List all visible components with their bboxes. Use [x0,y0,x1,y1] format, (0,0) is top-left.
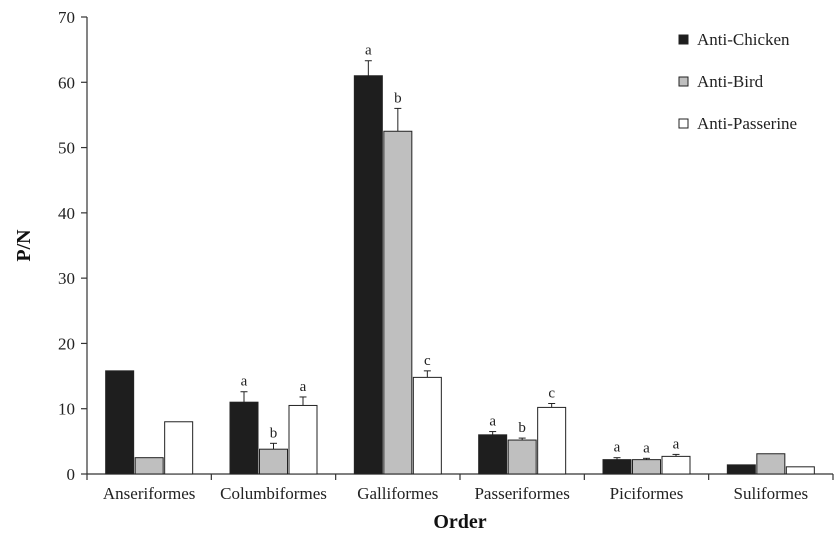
bar-anti-bird-anseriformes [135,458,163,474]
legend-swatch [679,119,688,128]
x-tick-label: Anseriformes [103,484,196,503]
bar-anti-chicken-galliformes [354,76,382,474]
x-tick-label: Passeriformes [474,484,569,503]
bar-anti-passerine-galliformes [413,377,441,474]
significance-label: c [424,353,431,369]
bar-anti-chicken-passeriformes [479,435,507,474]
significance-label: a [300,379,307,395]
y-tick-label: 50 [58,139,75,158]
significance-label: b [394,90,402,106]
bar-anti-chicken-piciformes [603,460,631,474]
bars-group: a b a a b c a b c a a a [106,43,815,474]
bar-anti-bird-piciformes [633,460,661,474]
significance-label: c [548,385,555,401]
y-tick-label: 10 [58,400,75,419]
legend-label: Anti-Passerine [697,114,797,133]
y-tick-label: 20 [58,334,75,353]
bar-anti-chicken-anseriformes [106,371,134,474]
significance-label: a [673,436,680,452]
x-tick-label: Galliformes [357,484,438,503]
legend-swatch [679,35,688,44]
bar-anti-chicken-suliformes [727,465,755,474]
significance-label: a [365,43,372,59]
x-tick-label: Suliformes [734,484,809,503]
x-tick-label: Columbiformes [220,484,327,503]
y-tick-label: 30 [58,269,75,288]
bar-anti-passerine-suliformes [786,467,814,474]
significance-label: a [614,440,621,456]
bar-anti-bird-columbiformes [260,449,288,474]
significance-label: a [489,414,496,430]
y-tick-label: 70 [58,8,75,27]
significance-label: a [643,440,650,456]
legend-label: Anti-Chicken [697,30,790,49]
legend: Anti-Chicken Anti-Bird Anti-Passerine [679,30,797,133]
x-axis-title: Order [433,511,486,533]
significance-label: b [518,420,526,436]
bar-anti-passerine-passeriformes [538,407,566,474]
legend-swatch [679,77,688,86]
y-tick-label: 40 [58,204,75,223]
y-tick-label: 60 [58,73,75,92]
bar-anti-chicken-columbiformes [230,402,258,474]
bar-anti-bird-passeriformes [508,440,536,474]
significance-label: a [241,374,248,390]
bar-anti-passerine-columbiformes [289,405,317,474]
x-tick-label: Piciformes [610,484,684,503]
bar-anti-bird-suliformes [757,454,785,474]
y-axis-title: P/N [13,229,35,262]
significance-label: b [270,425,278,441]
bar-anti-bird-galliformes [384,131,412,474]
legend-label: Anti-Bird [697,72,764,91]
bar-anti-passerine-anseriformes [165,422,193,474]
bar-anti-passerine-piciformes [662,456,690,474]
y-tick-label: 0 [67,465,76,484]
